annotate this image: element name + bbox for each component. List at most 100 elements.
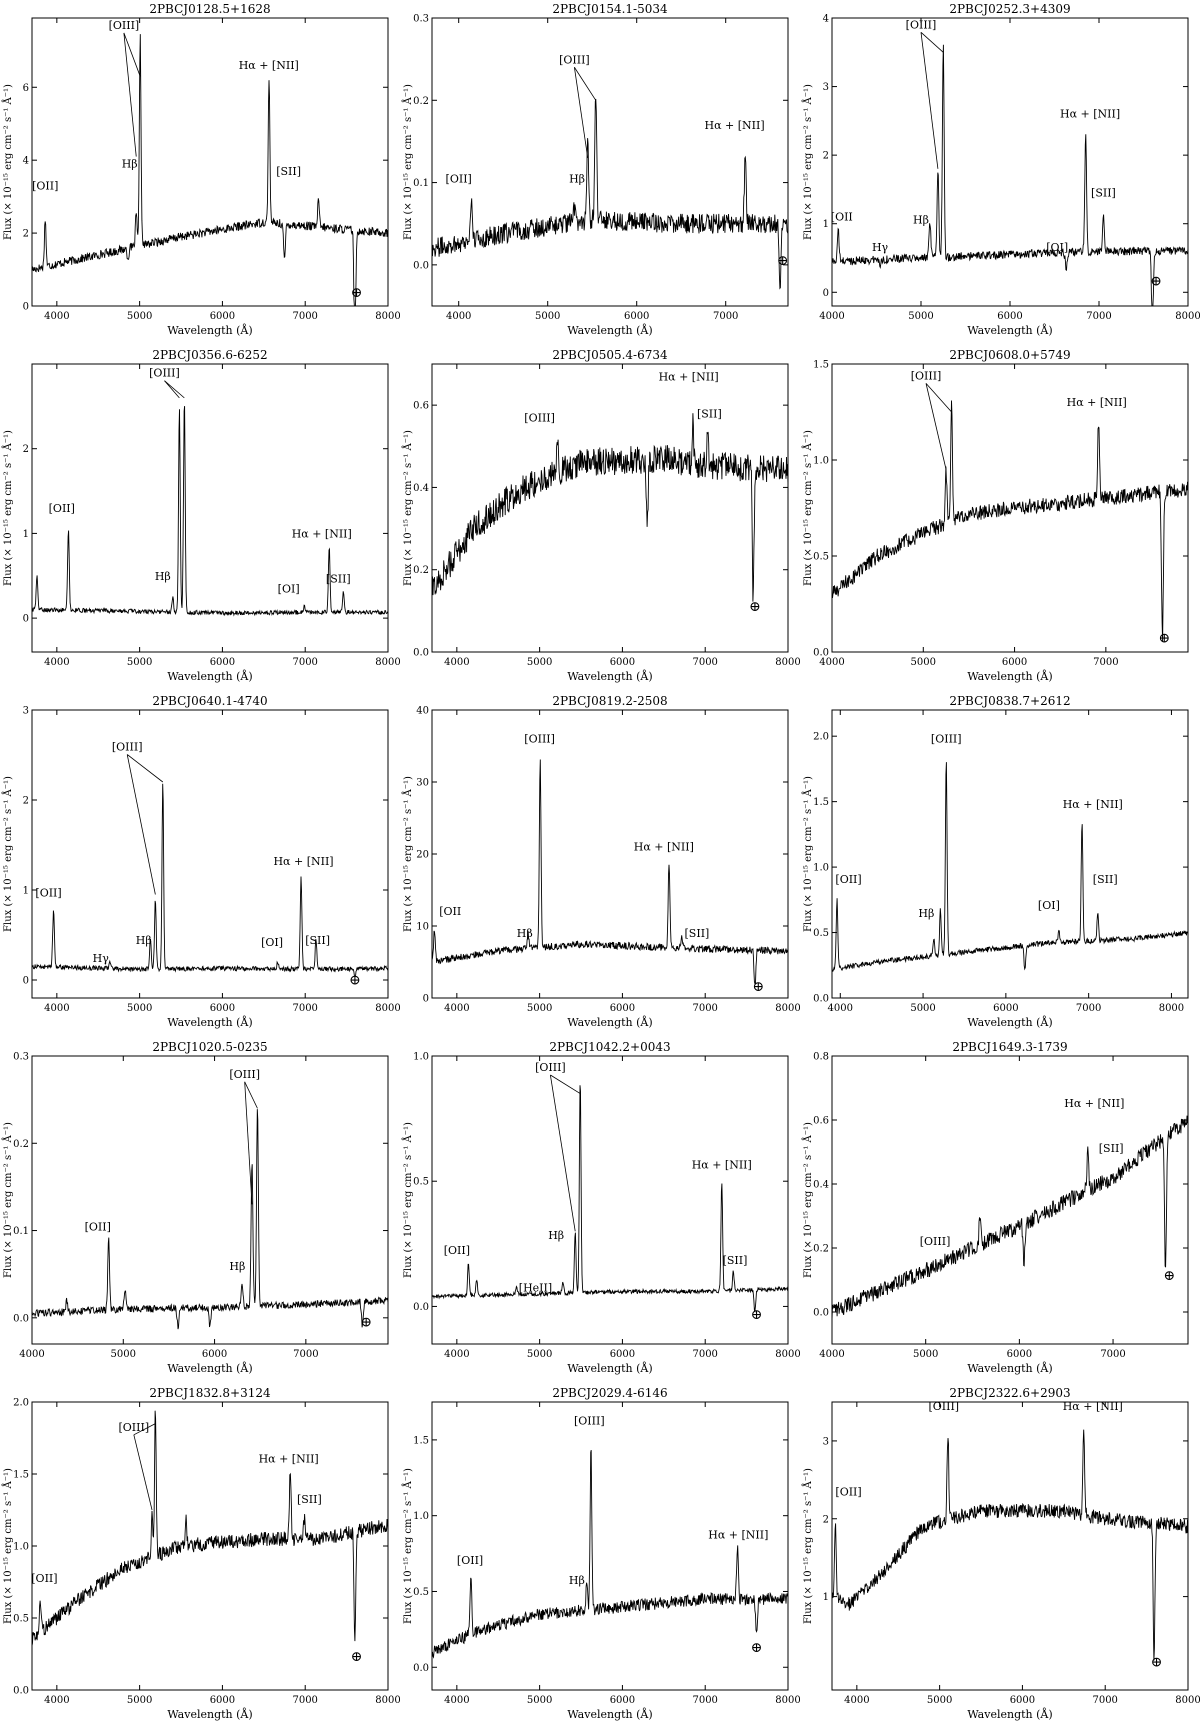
line-annotation: [OII] [49,502,75,515]
panel-title: 2PBCJ0608.0+5749 [949,348,1070,362]
spectrum-panel: 2PBCJ1832.8+3124 4000 5000 6000 7000 8000 0.0 0… [2,1386,400,1721]
x-tick-label: 4000 [844,1695,869,1706]
y-tick-label: 2 [823,151,829,162]
line-annotation: Hβ [918,907,934,920]
telluric-marker: ⊕ [360,1315,372,1331]
line-annotation: [OII] [32,179,58,192]
panel-title: 2PBCJ2322.6+2903 [949,1386,1070,1400]
line-annotation: Hα + [NII] [705,119,765,132]
y-tick-label: 0.0 [13,1313,29,1324]
y-tick-label: 1 [823,1592,829,1603]
y-tick-label: 0.0 [813,648,829,659]
x-tick-label: 5000 [127,311,152,322]
x-axis-label: Wavelength (Å) [567,1015,652,1029]
line-annotation: Hα + [NII] [239,59,299,72]
spectrum-line [32,1109,388,1330]
x-tick-label: 6000 [610,1695,635,1706]
x-tick-label: 6000 [202,1349,227,1360]
line-annotation: [OI] [1038,899,1060,912]
x-tick-label: 7000 [713,311,738,322]
x-tick-label: 5000 [910,1003,935,1014]
y-tick-label: 2.0 [813,732,829,743]
line-annotation: [OIII] [920,1235,951,1248]
y-tick-label: 2 [23,796,29,807]
x-tick-label: 5000 [927,1695,952,1706]
line-annotation: [SII] [276,165,301,178]
telluric-marker: ⊕ [351,1649,363,1665]
x-tick-label: 5000 [911,657,936,668]
x-tick-label: 4000 [44,1695,69,1706]
x-tick-label: 7000 [692,1003,717,1014]
x-tick-label: 8000 [775,1349,800,1360]
line-annotation: [OIII] [119,1421,150,1434]
spectrum-line [832,1115,1188,1321]
x-tick-label: 6000 [610,1003,635,1014]
annotation-leader [126,754,164,783]
line-annotation: Hβ [569,173,585,186]
annotation-leader [920,32,939,169]
y-axis-label: Flux (× 10⁻¹⁵ erg cm⁻² s⁻¹ Å⁻¹) [802,776,814,932]
line-annotation: Hβ [517,927,533,940]
y-tick-label: 3 [23,706,29,717]
annotation-leader [123,32,137,157]
x-tick-label: 6000 [210,1695,235,1706]
x-tick-label: 7000 [692,1349,717,1360]
x-axis-label: Wavelength (Å) [567,323,652,337]
line-annotation: Hα + [NII] [1067,396,1127,409]
x-tick-label: 7000 [292,657,317,668]
y-axis-label: Flux (× 10⁻¹⁵ erg cm⁻² s⁻¹ Å⁻¹) [402,1122,414,1278]
x-tick-label: 8000 [375,1695,400,1706]
annotation-leader [925,383,952,413]
annotation-leader [920,31,944,53]
x-tick-label: 7000 [292,1003,317,1014]
plot-frame [31,709,389,999]
y-axis-label: Flux (× 10⁻¹⁵ erg cm⁻² s⁻¹ Å⁻¹) [2,84,14,240]
y-tick-label: 0.5 [813,552,829,563]
y-tick-label: 0.3 [413,14,429,25]
panel-title: 2PBCJ0819.2-2508 [552,694,667,708]
y-axis-label: Flux (× 10⁻¹⁵ erg cm⁻² s⁻¹ Å⁻¹) [802,1122,814,1278]
line-annotation: [OI] [278,583,300,596]
x-tick-label: 5000 [111,1349,136,1360]
annotation-leader [164,380,180,399]
y-axis-label: Flux (× 10⁻¹⁵ erg cm⁻² s⁻¹ Å⁻¹) [2,1122,14,1278]
y-tick-label: 20 [416,850,429,861]
x-tick-label: 5000 [527,657,552,668]
y-tick-label: 0.5 [413,1177,429,1188]
x-tick-label: 6000 [610,657,635,668]
spectrum-line [432,413,788,602]
y-tick-label: 4 [823,14,829,25]
spectrum-line [432,759,788,985]
y-tick-label: 1.0 [413,1052,429,1063]
plot-frame [831,1055,1189,1345]
x-tick-label: 8000 [775,1695,800,1706]
spectrum-panel: 2PBCJ2322.6+2903 4000 5000 6000 7000 8000 1 2 3 W… [802,1386,1200,1721]
y-tick-label: 0.2 [413,565,429,576]
panel-title: 2PBCJ1832.8+3124 [149,1386,271,1400]
y-tick-label: 0.0 [813,1308,829,1319]
x-axis-label: Wavelength (Å) [567,669,652,683]
x-tick-label: 7000 [292,1695,317,1706]
line-annotation: [SII] [1099,1142,1124,1155]
x-tick-label: 6000 [210,657,235,668]
plot-frame [431,1055,789,1345]
y-tick-label: 40 [416,706,429,717]
x-tick-label: 4000 [44,311,69,322]
panel-title: 2PBCJ0838.7+2612 [949,694,1070,708]
plot-frame [431,709,789,999]
line-annotation: [OIII] [906,18,937,31]
plot-frame [431,17,789,307]
spectrum-line [432,98,788,290]
line-annotation: Hα + [NII] [259,1452,319,1465]
telluric-marker: ⊕ [351,285,363,301]
x-tick-label: 4000 [444,657,469,668]
line-annotation: Hα + [NII] [634,840,694,853]
line-annotation: Hβ [913,214,929,227]
panel-title: 2PBCJ0154.1-5034 [552,2,668,16]
y-tick-label: 1.0 [813,456,829,467]
telluric-marker: ⊕ [1151,1655,1163,1671]
annotation-leader [550,1074,581,1094]
x-tick-label: 7000 [1100,1349,1125,1360]
line-annotation: Hγ [93,952,110,965]
line-annotation: Hβ [229,1260,245,1273]
